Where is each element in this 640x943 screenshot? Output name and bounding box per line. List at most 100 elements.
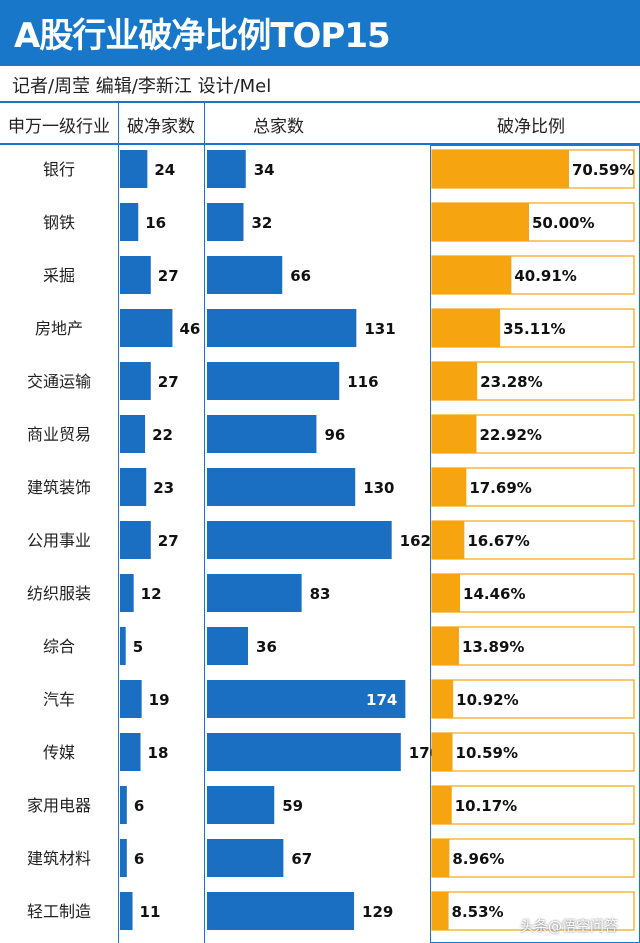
category-label: 建筑材料 [27,849,91,868]
broken-count-value: 23 [153,479,174,497]
ratio-value: 8.53% [452,903,504,921]
category-label: 汽车 [43,690,75,709]
ratio-value: 14.46% [463,585,525,603]
total-count-bar [207,362,340,400]
broken-count-value: 16 [145,214,166,232]
ratio-value: 22.92% [479,426,541,444]
column-divider [118,103,119,943]
ratio-value: 23.28% [480,373,542,391]
category-label: 综合 [43,637,75,656]
ratio-bar [432,203,529,241]
broken-count-bar [120,892,133,930]
total-count-bar [207,733,401,771]
broken-count-bar [120,786,127,824]
broken-count-bar [120,256,151,294]
category-label: 纺织服装 [27,584,91,603]
column-header-industry: 申万一级行业 [8,117,110,137]
total-count-value: 59 [282,797,303,815]
category-label: 商业贸易 [27,425,91,444]
ratio-value: 50.00% [532,214,594,232]
ratio-bar [432,680,454,718]
broken-count-value: 11 [140,903,161,921]
ratio-value: 8.96% [452,850,504,868]
category-label: 钢铁 [43,213,75,232]
broken-count-bar [120,203,139,241]
ratio-bar [432,256,512,294]
total-count-bar [207,468,356,506]
total-count-value: 130 [363,479,394,497]
ratio-track [431,573,635,613]
broken-count-bar [120,309,173,347]
total-count-bar [207,415,317,453]
total-count-bar [207,256,283,294]
total-count-value: 131 [364,320,395,338]
total-count-value: 162 [400,532,431,550]
chart-title: A股行业破净比例TOP15 [14,16,391,56]
total-count-value: 129 [362,903,393,921]
broken-count-bar [120,468,147,506]
category-label: 建筑装饰 [27,478,91,497]
ratio-bar [432,468,467,506]
ratio-value: 17.69% [469,479,531,497]
total-count-value: 67 [291,850,312,868]
total-count-bar [207,680,406,718]
category-label: 银行 [43,160,75,179]
ratio-value: 70.59% [572,161,634,179]
category-label: 轻工制造 [27,902,91,921]
ratio-value: 10.59% [456,744,518,762]
ratio-bar [432,415,477,453]
broken-count-bar [120,150,148,188]
broken-count-bar [120,839,127,877]
broken-count-bar [120,521,151,559]
category-label: 传媒 [43,743,75,762]
header-divider [0,143,640,145]
total-count-bar [207,309,357,347]
ratio-bar [432,362,478,400]
total-count-bar [207,627,249,665]
broken-count-bar [120,627,126,665]
category-label: 家用电器 [27,796,91,815]
total-count-value: 174 [366,691,397,709]
ratio-value: 16.67% [467,532,529,550]
total-count-bar [207,574,302,612]
ratio-track [431,838,635,878]
ratio-bar [432,627,459,665]
broken-count-value: 12 [141,585,162,603]
ratio-bar [432,150,569,188]
ratio-value: 10.92% [456,691,518,709]
broken-count-bar [120,362,151,400]
ratio-bar [432,309,501,347]
ratio-bar [432,574,461,612]
broken-count-bar [120,415,146,453]
ratio-value: 13.89% [462,638,524,656]
broken-count-value: 6 [134,797,144,815]
column-header-broken-count: 破净家数 [127,117,195,137]
broken-count-value: 6 [134,850,144,868]
total-count-value: 96 [324,426,345,444]
broken-count-value: 46 [179,320,200,338]
total-count-bar [207,203,244,241]
ratio-bar [432,892,449,930]
column-divider [204,103,205,943]
ratio-track [431,626,635,666]
broken-count-value: 27 [158,532,179,550]
column-header-ratio: 破净比例 [497,117,565,137]
broken-count-value: 18 [148,744,169,762]
total-count-value: 36 [256,638,277,656]
broken-count-value: 5 [133,638,143,656]
credits: 记者/周莹 编辑/李新江 设计/Mel [12,76,272,97]
credit-divider [0,101,640,103]
ratio-bar [432,839,450,877]
ratio-track [431,891,635,931]
total-count-value: 34 [254,161,275,179]
total-count-value: 66 [290,267,311,285]
ratio-bar [432,733,453,771]
ratio-value: 10.17% [455,797,517,815]
total-count-value: 32 [251,214,272,232]
ratio-value: 35.11% [503,320,565,338]
broken-count-value: 19 [149,691,170,709]
ratio-bar [432,786,452,824]
broken-count-value: 24 [154,161,175,179]
broken-count-bar [120,680,142,718]
